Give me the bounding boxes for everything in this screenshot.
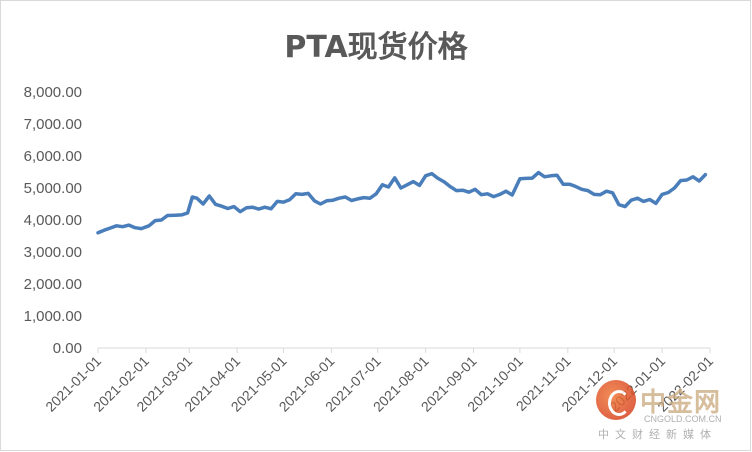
x-tick-marks <box>97 348 711 353</box>
y-tick-label: 3,000.00 <box>24 244 82 261</box>
y-tick-label: 6,000.00 <box>24 148 82 165</box>
watermark: 中金网 CNGOLD.COM.CN 中文财经新媒体 <box>596 380 746 442</box>
watermark-url: CNGOLD.COM.CN <box>644 414 722 424</box>
y-tick-label: 7,000.00 <box>24 116 82 133</box>
y-tick-label: 4,000.00 <box>24 212 82 229</box>
cngold-logo-icon <box>596 380 636 420</box>
y-axis: 0.00 1,000.00 2,000.00 3,000.00 4,000.00 5,00… <box>24 84 82 357</box>
y-tick-label: 8,000.00 <box>24 84 82 101</box>
y-tick-label: 2,000.00 <box>24 276 82 293</box>
chart-title: PTA现货价格 <box>284 30 468 65</box>
y-tick-label: 0.00 <box>53 340 82 357</box>
y-tick-label: 5,000.00 <box>24 180 82 197</box>
watermark-name: 中金网 <box>640 388 722 418</box>
y-tick-label: 1,000.00 <box>24 308 82 325</box>
watermark-subtitle: 中文财经新媒体 <box>598 428 717 441</box>
price-series-line <box>96 170 708 235</box>
